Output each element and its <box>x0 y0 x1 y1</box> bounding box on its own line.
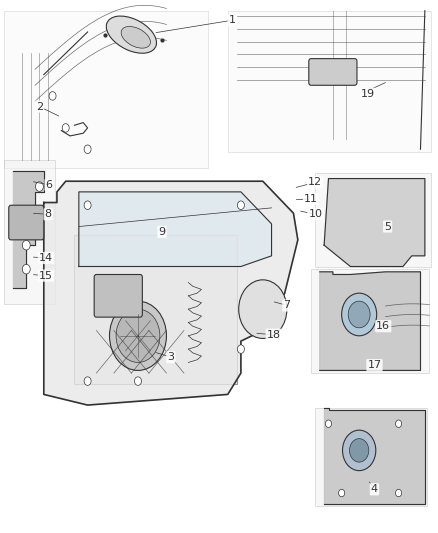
Polygon shape <box>324 408 425 504</box>
FancyBboxPatch shape <box>309 59 357 85</box>
FancyBboxPatch shape <box>315 173 431 266</box>
Circle shape <box>62 124 69 132</box>
Ellipse shape <box>106 16 156 53</box>
FancyBboxPatch shape <box>311 269 429 373</box>
Circle shape <box>343 430 376 471</box>
Text: 3: 3 <box>167 352 174 362</box>
Circle shape <box>22 264 30 274</box>
Circle shape <box>110 301 166 370</box>
Text: 10: 10 <box>308 209 322 219</box>
Circle shape <box>116 309 160 362</box>
Circle shape <box>348 301 370 328</box>
Text: 5: 5 <box>384 222 391 231</box>
Text: 12: 12 <box>308 177 322 187</box>
Ellipse shape <box>121 27 150 48</box>
Text: 6: 6 <box>46 180 53 190</box>
Text: 1: 1 <box>229 15 236 25</box>
Text: 9: 9 <box>159 227 166 237</box>
Text: 14: 14 <box>39 253 53 263</box>
Circle shape <box>237 345 244 353</box>
Text: 11: 11 <box>304 194 318 204</box>
FancyBboxPatch shape <box>74 235 237 384</box>
Text: 15: 15 <box>39 271 53 280</box>
Text: 7: 7 <box>283 301 290 310</box>
Circle shape <box>35 182 43 191</box>
Circle shape <box>239 280 287 338</box>
Circle shape <box>342 293 377 336</box>
Polygon shape <box>44 181 298 405</box>
Circle shape <box>22 240 30 250</box>
Circle shape <box>325 420 332 427</box>
FancyBboxPatch shape <box>315 408 427 506</box>
Circle shape <box>84 377 91 385</box>
Text: 8: 8 <box>45 209 52 219</box>
Text: 19: 19 <box>361 89 375 99</box>
FancyBboxPatch shape <box>94 274 142 317</box>
Text: 2: 2 <box>36 102 43 111</box>
FancyBboxPatch shape <box>4 160 55 304</box>
Text: 17: 17 <box>367 360 381 370</box>
Polygon shape <box>320 272 420 370</box>
Text: 16: 16 <box>376 321 390 331</box>
Circle shape <box>84 145 91 154</box>
Circle shape <box>350 439 369 462</box>
Text: 4: 4 <box>371 484 378 494</box>
Circle shape <box>237 201 244 209</box>
Circle shape <box>396 489 402 497</box>
Circle shape <box>134 377 141 385</box>
Polygon shape <box>324 179 425 266</box>
Text: 18: 18 <box>267 330 281 340</box>
Circle shape <box>339 489 345 497</box>
FancyBboxPatch shape <box>9 205 44 240</box>
Circle shape <box>396 420 402 427</box>
Circle shape <box>49 92 56 100</box>
FancyBboxPatch shape <box>4 11 208 168</box>
FancyBboxPatch shape <box>228 11 431 152</box>
Polygon shape <box>13 171 44 288</box>
Circle shape <box>84 201 91 209</box>
Polygon shape <box>79 192 272 266</box>
